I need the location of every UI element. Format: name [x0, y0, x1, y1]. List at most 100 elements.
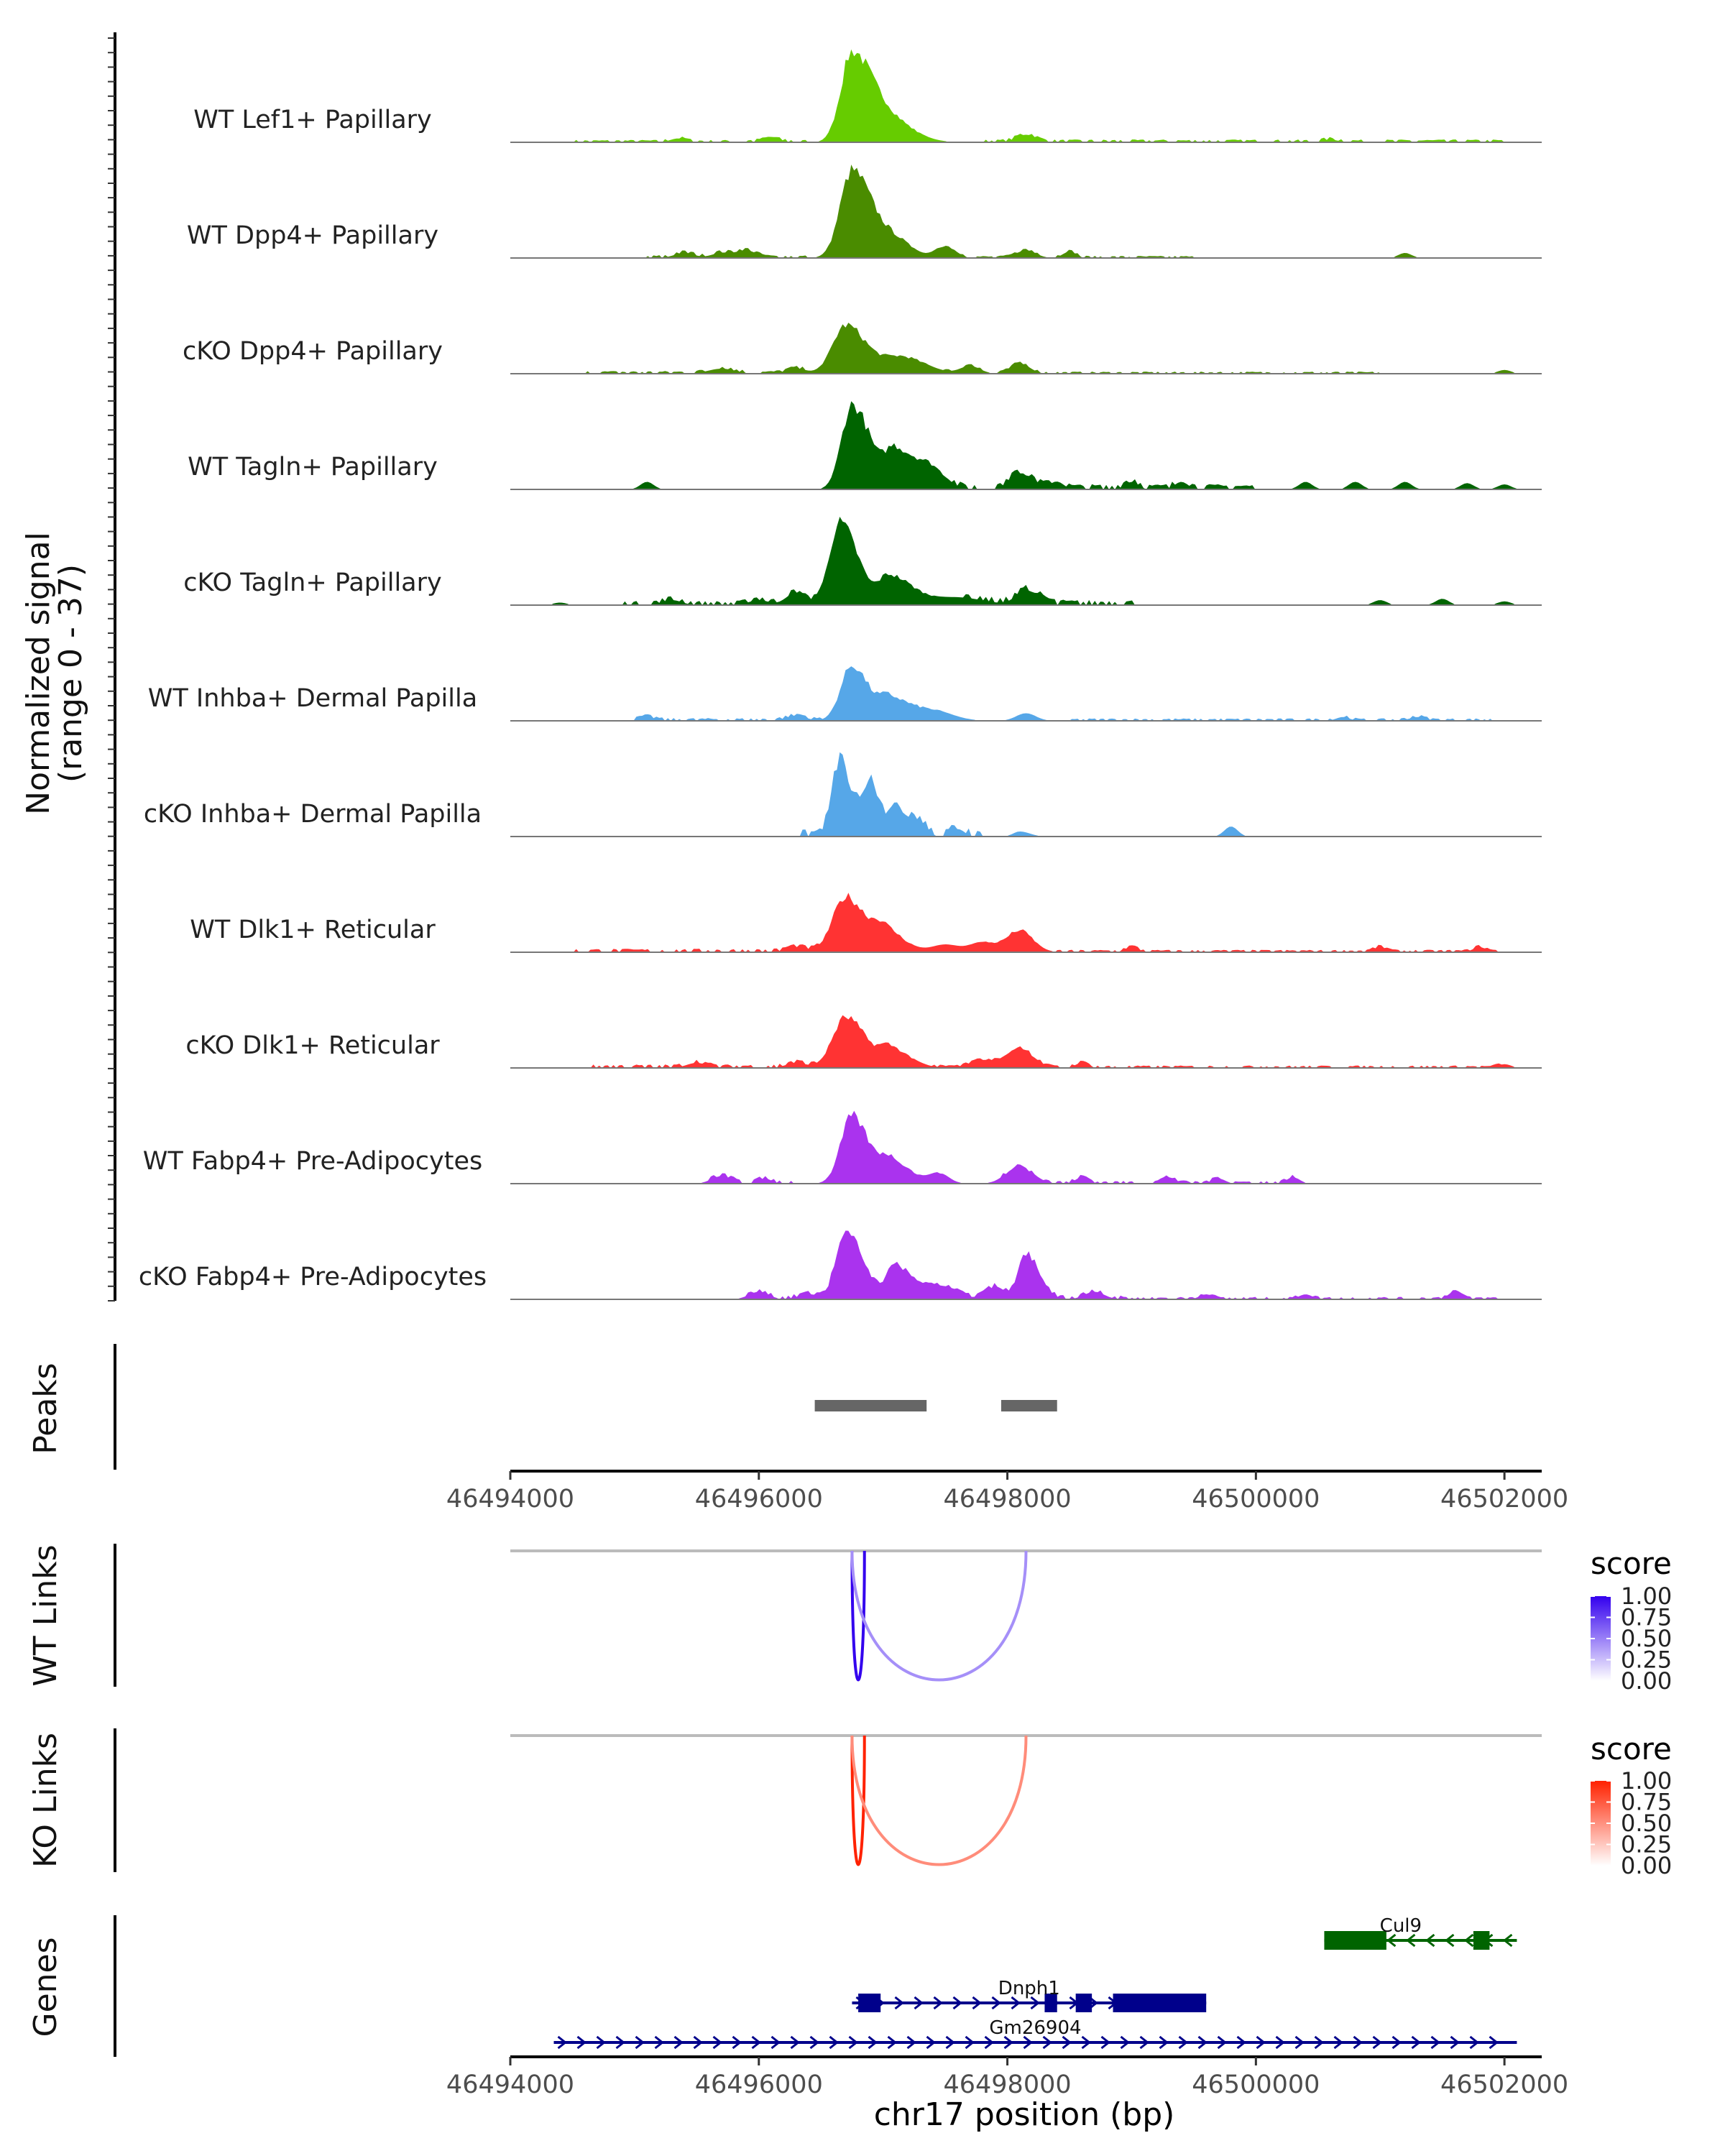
- legend-tick-label: 0.50: [1621, 1810, 1672, 1837]
- ko-links-track: KO Links: [27, 1728, 1542, 1872]
- track: cKO Fabp4+ Pre-Adipocytes: [139, 1230, 1542, 1300]
- exon: [1473, 1931, 1490, 1950]
- genes-title: Genes: [27, 1937, 64, 2037]
- peak-region: [814, 1400, 927, 1411]
- strand-arrow: [1489, 2035, 1499, 2050]
- legend-tick-label: 1.00: [1621, 1583, 1672, 1610]
- strand-arrow: [1314, 2035, 1324, 2050]
- peaks-track: Peaks: [27, 1344, 1057, 1470]
- strand-arrow: [1445, 1933, 1455, 1948]
- track: cKO Inhba+ Dermal Papilla: [144, 752, 1542, 837]
- strand-arrow: [829, 2035, 839, 2050]
- strand-arrow: [945, 2035, 955, 2050]
- coverage-area: [510, 1015, 1542, 1068]
- strand-arrow: [906, 2035, 916, 2050]
- wt-links-track: WT Links: [27, 1544, 1542, 1687]
- signal-y-axis: [108, 32, 116, 1302]
- strand-arrow: [809, 2035, 819, 2050]
- strand-arrow: [1100, 2035, 1110, 2050]
- gene-label: Dnph1: [998, 1978, 1060, 1999]
- legend-tick-label: 0.75: [1621, 1604, 1672, 1631]
- strand-arrow: [576, 2035, 586, 2050]
- strand-arrow: [1392, 2035, 1402, 2050]
- legend-tick-label: 0.00: [1621, 1852, 1672, 1879]
- track: cKO Dpp4+ Papillary: [183, 323, 1542, 374]
- strand-arrow: [933, 1996, 943, 2010]
- strand-arrow: [557, 2035, 567, 2050]
- strand-arrow: [914, 1996, 924, 2010]
- gene-label: Gm26904: [989, 2017, 1081, 2039]
- strand-arrow: [615, 2035, 625, 2050]
- strand-arrow: [1450, 2035, 1460, 2050]
- strand-arrow: [1159, 2035, 1169, 2050]
- legend-tick-label: 0.50: [1621, 1625, 1672, 1652]
- legend-tick-label: 1.00: [1621, 1767, 1672, 1795]
- strand-arrow: [894, 1996, 904, 2010]
- gene: Gm26904: [553, 2017, 1517, 2050]
- strand-arrow: [790, 2035, 800, 2050]
- strand-arrow: [1011, 1996, 1021, 2010]
- strand-arrow: [887, 2035, 897, 2050]
- strand-arrow: [984, 2035, 994, 2050]
- coverage-tracks: WT Lef1+ Papillary WT Dpp4+ Papillary cKO …: [139, 49, 1542, 1300]
- track: WT Lef1+ Papillary: [193, 49, 1542, 143]
- strand-arrow: [673, 2035, 684, 2050]
- x-tick-label: 46496000: [695, 2070, 823, 2099]
- ko-links-legend: score 1.000.750.500.250.00: [1591, 1731, 1672, 1879]
- strand-arrow: [712, 2035, 722, 2050]
- track-label: cKO Fabp4+ Pre-Adipocytes: [139, 1263, 487, 1291]
- strand-arrow: [1120, 2035, 1130, 2050]
- strand-arrow: [1386, 1933, 1397, 1948]
- x-tick-label: 46502000: [1440, 1485, 1568, 1514]
- track-label: WT Tagln+ Papillary: [188, 453, 438, 482]
- exon: [1075, 1994, 1092, 2012]
- track-label: WT Lef1+ Papillary: [193, 106, 432, 134]
- coverage-area: [510, 666, 1542, 721]
- coverage-area: [510, 1230, 1542, 1299]
- strand-arrow: [1062, 2035, 1072, 2050]
- strand-arrow: [1353, 2035, 1363, 2050]
- strand-arrow: [1178, 2035, 1188, 2050]
- track-label: WT Inhba+ Dermal Papilla: [148, 684, 477, 713]
- strand-arrow: [1217, 2035, 1227, 2050]
- strand-arrow: [1023, 2035, 1033, 2050]
- strand-arrow: [1425, 1933, 1435, 1948]
- track-label: WT Dlk1+ Reticular: [190, 916, 436, 944]
- link-arc: [850, 1735, 866, 1866]
- x-tick-label: 46500000: [1192, 1485, 1320, 1514]
- strand-arrow: [926, 2035, 936, 2050]
- strand-arrow: [1197, 2035, 1208, 2050]
- x-tick-label: 46498000: [943, 1485, 1071, 1514]
- gene: Cul9: [1324, 1915, 1517, 1950]
- strand-arrow: [1081, 2035, 1091, 2050]
- x-tick-label: 46498000: [943, 2070, 1071, 2099]
- track: WT Inhba+ Dermal Papilla: [148, 666, 1542, 722]
- strand-arrow: [965, 2035, 975, 2050]
- strand-arrow: [732, 2035, 742, 2050]
- genes-track: Genes Cul9 Dnph1 Gm26904: [27, 1915, 1517, 2057]
- peaks-title: Peaks: [27, 1363, 64, 1454]
- strand-arrow: [1030, 1996, 1040, 2010]
- wt-links-title: WT Links: [27, 1544, 64, 1686]
- strand-arrow: [1236, 2035, 1246, 2050]
- x-tick-label: 46496000: [695, 1485, 823, 1514]
- strand-arrow: [1406, 1933, 1416, 1948]
- strand-arrow: [770, 2035, 781, 2050]
- peak-region: [1000, 1400, 1057, 1411]
- strand-arrow: [1275, 2035, 1285, 2050]
- link-arc: [850, 1550, 1028, 1682]
- track: WT Tagln+ Papillary: [188, 401, 1542, 490]
- x-tick-label: 46494000: [446, 1485, 574, 1514]
- x-tick-label: 46494000: [446, 2070, 574, 2099]
- ko-legend-title: score: [1591, 1731, 1672, 1766]
- strand-arrow: [1411, 2035, 1421, 2050]
- track-label: WT Fabp4+ Pre-Adipocytes: [143, 1147, 482, 1176]
- strand-arrow: [848, 2035, 858, 2050]
- signal-y-title: Normalized signal: [20, 532, 57, 815]
- coverage-area: [510, 1110, 1542, 1184]
- strand-arrow: [972, 1996, 982, 2010]
- track: WT Dlk1+ Reticular: [190, 893, 1542, 953]
- wt-legend-title: score: [1591, 1546, 1672, 1581]
- coverage-area: [510, 401, 1542, 489]
- strand-arrow: [1372, 2035, 1382, 2050]
